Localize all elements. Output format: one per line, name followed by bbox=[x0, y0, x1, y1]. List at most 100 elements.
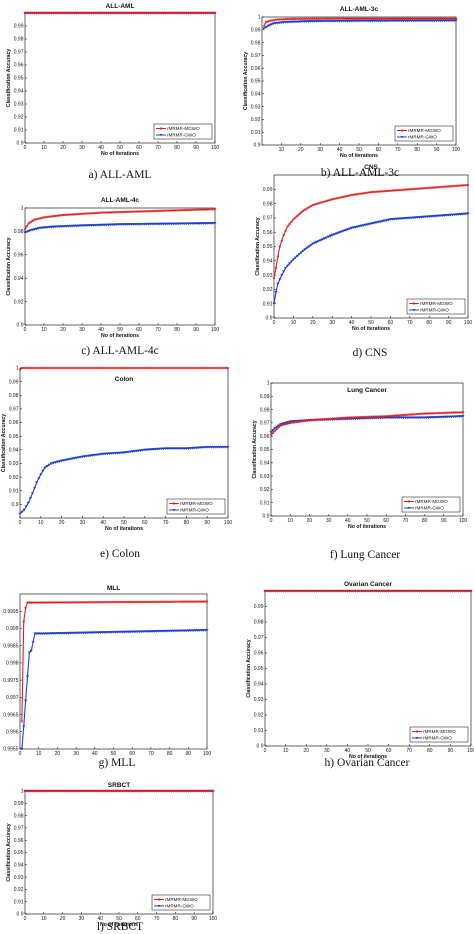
data-point bbox=[379, 220, 383, 224]
data-point bbox=[179, 629, 183, 633]
data-point bbox=[313, 241, 317, 245]
data-point bbox=[80, 631, 84, 635]
data-point bbox=[44, 226, 48, 229]
data-point bbox=[432, 416, 436, 419]
data-point bbox=[114, 451, 118, 455]
data-point bbox=[52, 632, 56, 635]
data-point bbox=[59, 225, 63, 229]
x-tick-label: 90 bbox=[193, 327, 199, 333]
data-point bbox=[417, 416, 421, 420]
data-point bbox=[196, 629, 200, 632]
data-point bbox=[272, 302, 276, 306]
data-point bbox=[282, 270, 286, 274]
data-point bbox=[307, 245, 311, 249]
figure-caption: g) MLL bbox=[99, 757, 136, 769]
data-point bbox=[124, 451, 128, 454]
data-point bbox=[319, 239, 323, 242]
data-point bbox=[398, 416, 402, 420]
legend-label: rMRMR-MGWO bbox=[408, 128, 441, 133]
data-point bbox=[213, 207, 217, 211]
data-point bbox=[353, 225, 358, 229]
x-tick-label: 80 bbox=[167, 751, 173, 757]
x-tick-label: 20 bbox=[60, 327, 66, 333]
data-point bbox=[48, 225, 52, 229]
data-point bbox=[66, 458, 70, 462]
data-point bbox=[336, 19, 340, 23]
data-point bbox=[406, 216, 410, 220]
data-point bbox=[37, 632, 41, 636]
x-tick-label: 20 bbox=[307, 518, 313, 524]
data-point bbox=[427, 215, 431, 219]
data-point bbox=[162, 629, 166, 633]
data-point bbox=[24, 505, 28, 509]
y-tick-label: 0.91 bbox=[260, 500, 270, 506]
y-tick-label: 0.94 bbox=[260, 461, 270, 467]
data-point bbox=[271, 431, 275, 435]
legend-marker bbox=[157, 898, 161, 901]
data-point bbox=[138, 630, 142, 634]
data-point bbox=[328, 234, 332, 238]
y-tick-label: 0.98 bbox=[251, 40, 261, 46]
data-point bbox=[451, 415, 455, 419]
data-point bbox=[371, 19, 375, 23]
y-tick-label: 0.9 bbox=[266, 316, 273, 322]
data-point bbox=[458, 213, 462, 216]
data-point bbox=[134, 449, 139, 453]
data-point bbox=[266, 24, 270, 28]
data-point bbox=[107, 223, 111, 227]
data-point bbox=[57, 225, 61, 229]
data-point bbox=[139, 630, 144, 634]
data-point bbox=[226, 445, 230, 449]
legend-marker bbox=[412, 309, 416, 312]
plot-frame bbox=[19, 367, 229, 519]
y-tick-label: 0.9 bbox=[254, 143, 261, 149]
data-point bbox=[403, 416, 407, 420]
data-point bbox=[141, 630, 145, 634]
legend-box bbox=[409, 726, 469, 743]
x-tick-label: 10 bbox=[283, 748, 289, 754]
data-point bbox=[274, 22, 278, 25]
data-point bbox=[105, 223, 109, 227]
y-tick-label: 0.97 bbox=[9, 407, 19, 413]
data-point bbox=[29, 649, 33, 653]
y-axis-label: Classification Accuracy bbox=[246, 639, 252, 697]
data-point bbox=[132, 630, 136, 634]
data-point bbox=[106, 631, 110, 634]
legend-marker bbox=[172, 502, 176, 505]
data-point bbox=[435, 214, 439, 218]
y-tick-label: 0.91 bbox=[14, 128, 24, 134]
data-point bbox=[373, 221, 377, 225]
data-point bbox=[315, 240, 319, 244]
data-point bbox=[145, 222, 149, 226]
x-tick-label: 40 bbox=[97, 916, 103, 922]
legend-marker bbox=[172, 509, 176, 512]
data-point bbox=[334, 19, 338, 23]
y-tick-label: 0.95 bbox=[260, 447, 270, 453]
data-point bbox=[262, 24, 266, 28]
data-point bbox=[326, 19, 330, 23]
data-point bbox=[271, 429, 275, 432]
y-tick-label: 0.97 bbox=[254, 635, 264, 641]
data-point bbox=[154, 222, 158, 226]
data-point bbox=[372, 19, 377, 23]
chart-7: MLL 0 10 20 30 40 50 60 70 80 90 100 0.9955 0.996 0.99… bbox=[3, 585, 211, 757]
x-tick-label: 10 bbox=[287, 518, 293, 524]
data-point bbox=[166, 629, 170, 633]
series-line-rMRMR-MGWO bbox=[24, 208, 216, 230]
data-point bbox=[43, 466, 47, 470]
data-point bbox=[429, 215, 433, 218]
data-point bbox=[416, 216, 420, 219]
y-axis-label: Classification Accuracy bbox=[243, 52, 249, 110]
data-point bbox=[177, 629, 181, 633]
legend-label: rMRMR-MGWO bbox=[420, 301, 453, 306]
y-tick-label: 0.9 bbox=[17, 323, 24, 329]
figure-caption: l) SRBCT bbox=[97, 921, 143, 933]
data-point bbox=[33, 486, 37, 490]
data-point bbox=[284, 229, 287, 233]
data-point bbox=[156, 630, 160, 633]
x-tick-label: 60 bbox=[383, 518, 389, 524]
y-tick-label: 0.95 bbox=[14, 850, 24, 856]
data-point bbox=[112, 452, 116, 455]
y-tick-label: 0.91 bbox=[263, 301, 273, 307]
data-point bbox=[85, 454, 89, 458]
